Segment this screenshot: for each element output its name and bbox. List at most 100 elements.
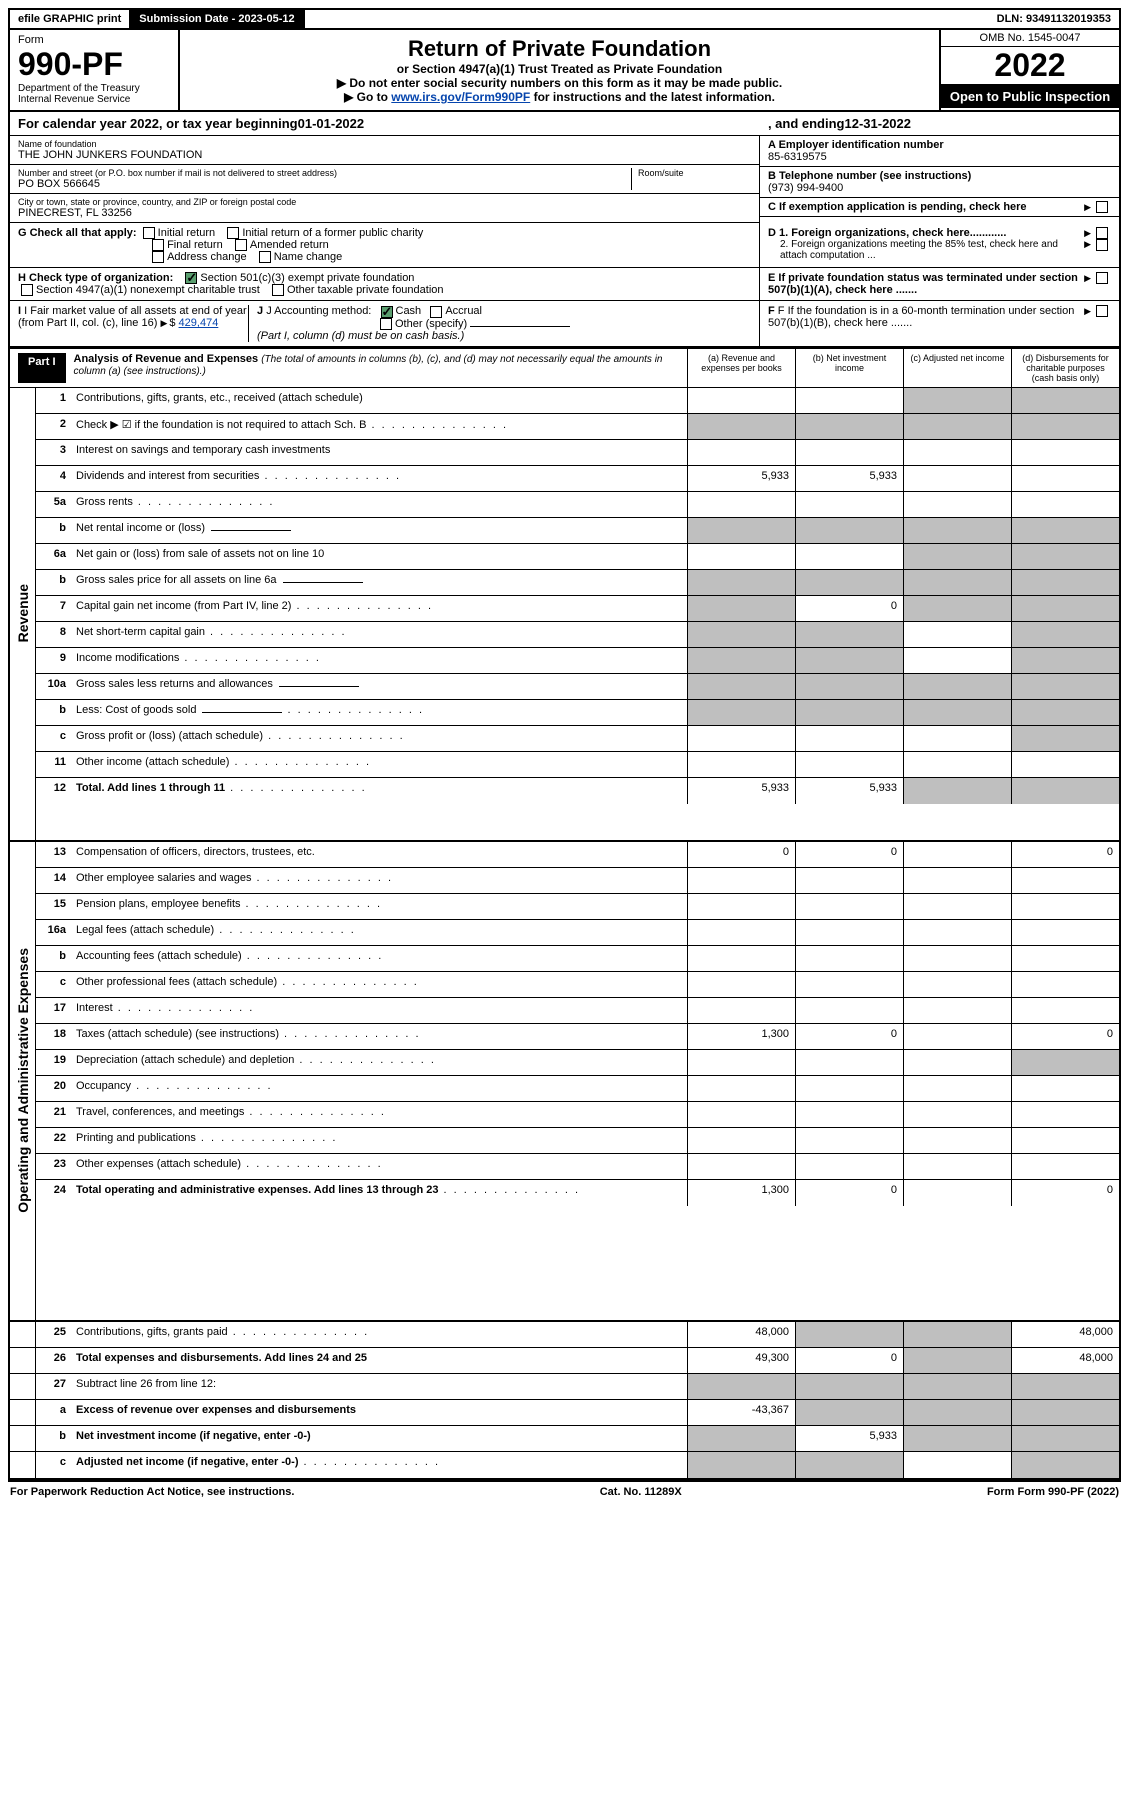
- line-num: b: [36, 946, 70, 971]
- line-13: 13 Compensation of officers, directors, …: [36, 842, 1119, 868]
- cell-d: [1011, 440, 1119, 465]
- cell-c: [903, 868, 1011, 893]
- cell-c: [903, 466, 1011, 491]
- cell-b: [795, 972, 903, 997]
- h-501c3[interactable]: [185, 272, 197, 284]
- cell-b: 0: [795, 1024, 903, 1049]
- cell-a: [687, 1076, 795, 1101]
- footer: For Paperwork Reduction Act Notice, see …: [8, 1480, 1121, 1502]
- cell-a: [687, 596, 795, 621]
- cell-a: 1,300: [687, 1024, 795, 1049]
- line-desc: Other expenses (attach schedule): [70, 1154, 687, 1179]
- line-desc: Occupancy: [70, 1076, 687, 1101]
- cell-c: [903, 544, 1011, 569]
- line-4: 4 Dividends and interest from securities…: [36, 466, 1119, 492]
- cell-c: [903, 920, 1011, 945]
- cell-a: [687, 1128, 795, 1153]
- line-17: 17 Interest: [36, 998, 1119, 1024]
- d1-checkbox[interactable]: [1096, 227, 1108, 239]
- g-amended[interactable]: [235, 239, 247, 251]
- cell-a: [687, 570, 795, 595]
- g-initial[interactable]: [143, 227, 155, 239]
- line-27: 27 Subtract line 26 from line 12:: [10, 1374, 1119, 1400]
- c-checkbox[interactable]: [1096, 201, 1108, 213]
- g-address[interactable]: [152, 251, 164, 263]
- line-b: b Gross sales price for all assets on li…: [36, 570, 1119, 596]
- j-other[interactable]: [380, 318, 392, 330]
- ein-cell: A Employer identification number 85-6319…: [760, 136, 1119, 167]
- dept: Department of the Treasury: [18, 83, 170, 94]
- form-link[interactable]: www.irs.gov/Form990PF: [391, 90, 530, 104]
- cell-c: [903, 778, 1011, 804]
- h-other-tax[interactable]: [272, 284, 284, 296]
- line-2: 2 Check ▶ ☑ if the foundation is not req…: [36, 414, 1119, 440]
- cell-c: [903, 674, 1011, 699]
- line-desc: Check ▶ ☑ if the foundation is not requi…: [70, 414, 687, 439]
- h-4947[interactable]: [21, 284, 33, 296]
- cell-c: [903, 726, 1011, 751]
- footer-mid: Cat. No. 11289X: [600, 1486, 682, 1498]
- cell-d: [1011, 1050, 1119, 1075]
- cell-b: [795, 752, 903, 777]
- d2-checkbox[interactable]: [1096, 239, 1108, 251]
- g-final[interactable]: [152, 239, 164, 251]
- line-22: 22 Printing and publications: [36, 1128, 1119, 1154]
- line-desc: Compensation of officers, directors, tru…: [70, 842, 687, 867]
- cell-c: [903, 946, 1011, 971]
- cell-a: [687, 1102, 795, 1127]
- irs: Internal Revenue Service: [18, 94, 170, 105]
- g-name[interactable]: [259, 251, 271, 263]
- e-checkbox[interactable]: [1096, 272, 1108, 284]
- cell-a: [687, 648, 795, 673]
- f-checkbox[interactable]: [1096, 305, 1108, 317]
- form-subtitle: or Section 4947(a)(1) Trust Treated as P…: [190, 62, 929, 76]
- g-row: G Check all that apply: Initial return I…: [10, 223, 1119, 268]
- j-cash[interactable]: [381, 306, 393, 318]
- line-num: c: [36, 726, 70, 751]
- fmv-link[interactable]: 429,474: [179, 317, 219, 329]
- line-b: b Net rental income or (loss): [36, 518, 1119, 544]
- cell-c: [903, 492, 1011, 517]
- line-num: 8: [36, 622, 70, 647]
- cell-b: 5,933: [795, 778, 903, 804]
- cell-d: [1011, 1102, 1119, 1127]
- line-25: 25 Contributions, gifts, grants paid 48,…: [10, 1322, 1119, 1348]
- line-desc: Interest on savings and temporary cash i…: [70, 440, 687, 465]
- cell-d: [1011, 570, 1119, 595]
- city-cell: City or town, state or province, country…: [10, 194, 759, 223]
- cell-c: [903, 414, 1011, 439]
- g-initial-former[interactable]: [227, 227, 239, 239]
- cell-a: [687, 1050, 795, 1075]
- line-num: 21: [36, 1102, 70, 1127]
- cell-c: [903, 596, 1011, 621]
- part1-table: Revenue 1 Contributions, gifts, grants, …: [8, 388, 1121, 1480]
- line-num: 10a: [36, 674, 70, 699]
- line-19: 19 Depreciation (attach schedule) and de…: [36, 1050, 1119, 1076]
- cell-b: [795, 894, 903, 919]
- cell-c: [903, 998, 1011, 1023]
- line-10a: 10a Gross sales less returns and allowan…: [36, 674, 1119, 700]
- line-num: 4: [36, 466, 70, 491]
- line-desc: Accounting fees (attach schedule): [70, 946, 687, 971]
- open-inspection: Open to Public Inspection: [941, 85, 1119, 108]
- line-num: 6a: [36, 544, 70, 569]
- j-accrual[interactable]: [430, 306, 442, 318]
- footer-right: Form Form 990-PF (2022): [987, 1486, 1119, 1498]
- line-num: 22: [36, 1128, 70, 1153]
- line-23: 23 Other expenses (attach schedule): [36, 1154, 1119, 1180]
- line-desc: Total. Add lines 1 through 11: [70, 778, 687, 804]
- line-6a: 6a Net gain or (loss) from sale of asset…: [36, 544, 1119, 570]
- line-1: 1 Contributions, gifts, grants, etc., re…: [36, 388, 1119, 414]
- cell-d: [1011, 752, 1119, 777]
- cell-c: [903, 894, 1011, 919]
- foundation-name-cell: Name of foundation THE JOHN JUNKERS FOUN…: [10, 136, 759, 165]
- cell-d: [1011, 868, 1119, 893]
- cell-a: [687, 752, 795, 777]
- dln: DLN: 93491132019353: [989, 10, 1119, 28]
- header-right: OMB No. 1545-0047 2022 Open to Public In…: [939, 30, 1119, 110]
- cell-a: [687, 700, 795, 725]
- cell-b: [795, 1076, 903, 1101]
- line-5a: 5a Gross rents: [36, 492, 1119, 518]
- line-desc: Net short-term capital gain: [70, 622, 687, 647]
- cell-d: [1011, 1154, 1119, 1179]
